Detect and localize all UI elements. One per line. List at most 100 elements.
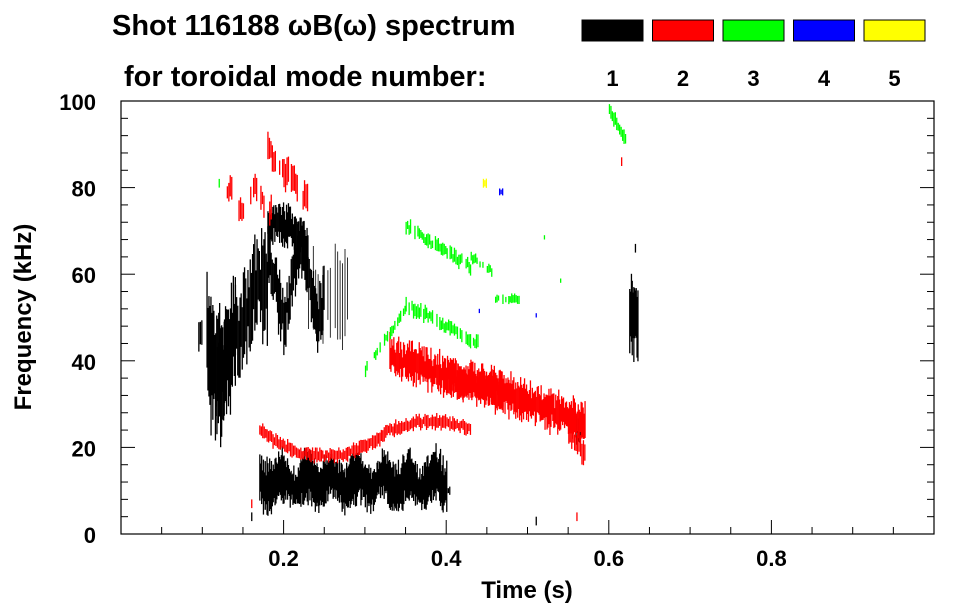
spectral-mark bbox=[292, 165, 294, 191]
spectral-mark bbox=[319, 447, 321, 462]
spectral-mark bbox=[354, 445, 356, 459]
spectral-mark bbox=[334, 243, 336, 329]
spectral-mark bbox=[584, 401, 586, 438]
spectral-mark bbox=[317, 467, 319, 507]
spectral-mark bbox=[479, 371, 481, 395]
spectral-mark bbox=[624, 134, 627, 144]
spectral-mark bbox=[274, 458, 276, 506]
spectral-mark bbox=[274, 214, 276, 242]
spectral-mark bbox=[392, 426, 394, 436]
spectral-mark bbox=[226, 309, 229, 381]
spectral-mark bbox=[407, 220, 409, 229]
spectral-mark bbox=[482, 381, 485, 400]
spectral-mark bbox=[310, 450, 312, 463]
spectral-mark bbox=[323, 454, 325, 507]
spectral-mark bbox=[383, 427, 385, 442]
spectral-mark bbox=[271, 259, 273, 297]
spectral-mark bbox=[262, 245, 264, 345]
spectral-mark bbox=[421, 419, 423, 429]
spectral-mark bbox=[263, 472, 265, 502]
spectral-mark bbox=[373, 469, 375, 505]
spectral-mark bbox=[555, 394, 557, 424]
spectral-mark bbox=[413, 463, 415, 501]
spectral-mark bbox=[434, 236, 437, 251]
spectral-mark bbox=[509, 296, 511, 303]
spectral-mark bbox=[437, 238, 439, 252]
spectral-mark bbox=[282, 287, 284, 324]
spectral-mark bbox=[229, 175, 231, 197]
spectral-mark bbox=[350, 454, 352, 505]
spectral-mark bbox=[521, 384, 523, 423]
spectral-mark bbox=[431, 360, 433, 393]
x-tick-label: 0.4 bbox=[431, 546, 462, 571]
spectral-mark bbox=[402, 422, 404, 432]
spectral-mark bbox=[301, 451, 303, 459]
spectral-mark bbox=[273, 437, 276, 446]
spectral-mark bbox=[463, 421, 466, 435]
spectral-mark bbox=[550, 388, 552, 427]
spectral-mark bbox=[637, 290, 639, 362]
spectral-mark bbox=[449, 416, 451, 431]
spectral-mark bbox=[286, 467, 288, 491]
spectral-mark bbox=[272, 206, 274, 245]
spectral-mark bbox=[309, 448, 311, 461]
spectral-mark bbox=[525, 384, 528, 420]
spectral-mark bbox=[430, 240, 432, 249]
spectral-mark bbox=[270, 461, 273, 515]
spectral-mark bbox=[564, 402, 567, 425]
mode-n5-marks bbox=[482, 178, 487, 188]
spectral-mark bbox=[444, 358, 447, 390]
spectral-mark bbox=[295, 173, 297, 194]
spectral-mark bbox=[500, 189, 502, 195]
spectral-mark bbox=[307, 450, 309, 506]
spectral-mark bbox=[394, 476, 396, 507]
spectral-mark bbox=[408, 421, 410, 431]
spectral-mark bbox=[355, 453, 358, 506]
spectral-mark bbox=[379, 342, 381, 353]
spectral-mark bbox=[253, 177, 255, 198]
spectral-mark bbox=[440, 320, 442, 330]
spectral-mark bbox=[303, 220, 305, 271]
spectral-mark bbox=[265, 253, 267, 309]
spectral-mark bbox=[300, 447, 302, 460]
spectral-mark bbox=[408, 340, 411, 374]
spectral-mark bbox=[506, 382, 508, 403]
spectral-mark bbox=[619, 124, 621, 135]
spectral-mark bbox=[514, 293, 516, 303]
spectral-mark bbox=[401, 463, 403, 510]
spectral-mark bbox=[632, 292, 634, 339]
spectral-mark bbox=[308, 285, 309, 329]
spectral-mark bbox=[312, 465, 315, 502]
spectral-mark bbox=[401, 421, 403, 434]
spectral-mark bbox=[405, 350, 408, 379]
spectral-mark bbox=[495, 372, 497, 399]
spectral-mark bbox=[499, 188, 501, 196]
spectral-mark bbox=[282, 456, 284, 504]
spectral-mark bbox=[304, 447, 306, 457]
spectral-mark bbox=[433, 359, 435, 384]
spectral-mark bbox=[393, 423, 395, 438]
spectral-mark bbox=[610, 105, 612, 119]
spectral-mark bbox=[342, 449, 344, 462]
x-tick-label: 0.2 bbox=[268, 546, 299, 571]
spectral-mark bbox=[568, 402, 571, 434]
spectral-mark bbox=[277, 278, 280, 335]
spectral-mark bbox=[470, 251, 472, 261]
spectral-mark bbox=[418, 477, 420, 502]
spectral-mark bbox=[279, 160, 281, 175]
spectral-mark bbox=[442, 242, 444, 256]
spectral-mark bbox=[400, 467, 402, 504]
y-tick-label: 100 bbox=[59, 90, 96, 115]
spectral-mark bbox=[481, 372, 483, 397]
spectral-mark bbox=[393, 464, 395, 511]
spectral-mark bbox=[306, 447, 308, 461]
spectral-mark bbox=[445, 246, 447, 255]
spectral-mark bbox=[346, 462, 348, 507]
spectral-mark bbox=[303, 180, 306, 207]
spectral-mark bbox=[539, 395, 541, 422]
spectral-mark bbox=[418, 307, 420, 319]
spectral-mark bbox=[446, 248, 448, 259]
spectral-mark bbox=[316, 447, 318, 463]
spectral-mark bbox=[283, 302, 285, 356]
spectral-mark bbox=[351, 455, 353, 502]
